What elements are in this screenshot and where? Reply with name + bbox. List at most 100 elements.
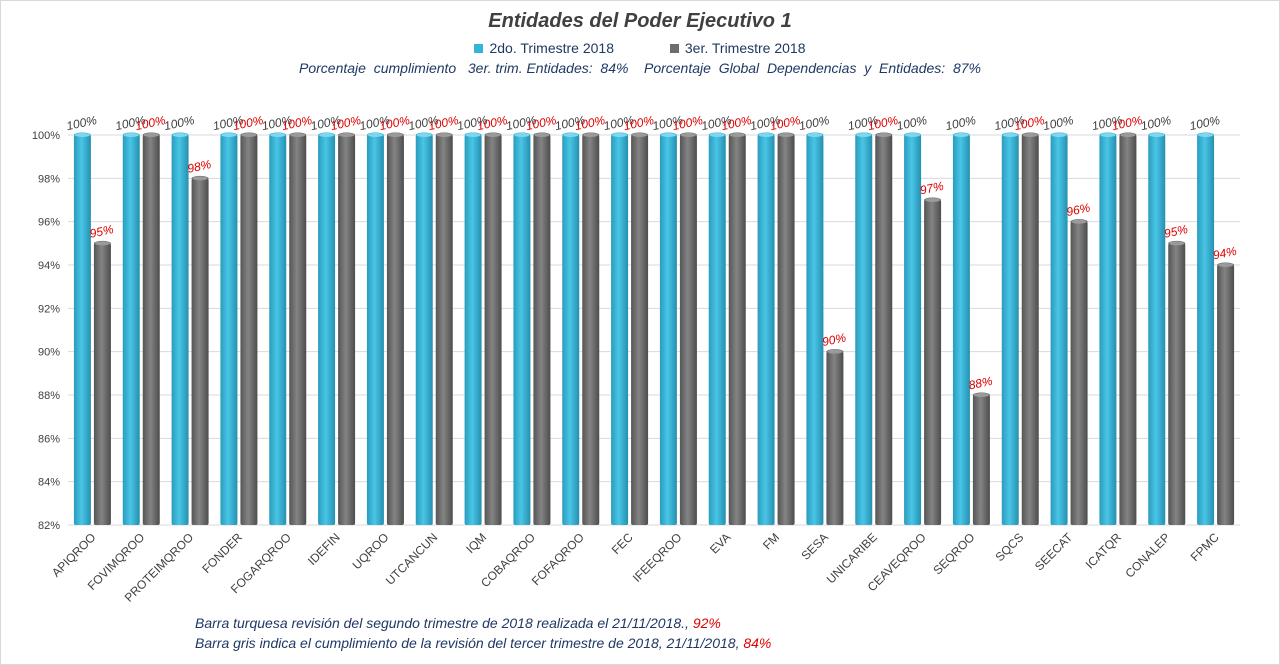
data-label: 100% [700,113,733,133]
bar [464,135,482,525]
data-label: 94% [1212,244,1239,263]
data-label: 100% [1188,113,1221,133]
legend-swatch-q3 [669,44,679,53]
bar [972,395,990,525]
footnote-q3-value: 84% [743,635,772,651]
bar [562,135,580,525]
bar-cap-highlight [192,176,208,181]
bar [659,135,677,525]
x-tick-label: FOFAQROO [529,530,587,588]
data-label: 98% [186,157,213,176]
bar-cap-highlight [172,133,188,137]
bar [289,135,307,525]
x-tick-label: APIQROO [49,530,99,580]
bar [777,135,795,525]
legend-item-q2: 2do. Trimestre 2018 [474,40,614,56]
data-label: 100% [944,113,977,133]
bar [611,135,629,525]
bar-cap-highlight [925,198,941,202]
bar-cap-highlight [416,133,432,137]
bar [513,135,531,525]
bar [631,135,649,525]
bar-cap-highlight [583,133,599,137]
bar [1148,135,1166,525]
y-tick-label: 100% [32,130,60,142]
x-tick-label: FM [760,530,782,552]
x-tick-label: UTCANCUN [383,530,441,588]
data-label: 100% [456,113,489,133]
bar-cap-highlight [827,349,843,354]
bar [171,135,189,525]
bar [338,135,356,525]
x-tick-label: FPMC [1188,530,1222,564]
bar-cap-highlight [953,133,969,137]
data-label: 100% [378,113,411,133]
y-tick-label: 96% [38,217,60,229]
data-label: 100% [280,113,313,133]
bar [269,135,287,525]
bar-cap-highlight [1002,133,1018,137]
bar-cap-highlight [339,133,355,137]
bar-cap-highlight [534,133,550,137]
bar [484,135,502,525]
bar [1001,135,1019,525]
data-label: 97% [919,179,946,198]
data-label: 100% [1139,113,1172,133]
x-tick-label: IDEFIN [305,530,343,568]
bar [855,135,873,525]
bar [582,135,600,525]
bar-cap-highlight [1022,133,1038,137]
x-tick-label: IFEEQROO [630,530,685,585]
bar-cap-highlight [709,133,725,137]
data-label: 90% [821,330,848,349]
bar [1168,243,1186,526]
data-label: 100% [553,113,586,133]
bar [533,135,551,525]
bar-cap-highlight [465,133,481,137]
bar [875,135,893,525]
data-label: 100% [212,113,245,133]
bar [728,135,746,525]
bar [93,243,111,526]
data-label: 100% [163,113,196,133]
data-label: 88% [967,374,994,393]
summary-text: Porcentaje cumplimiento 3er. trim. Entid… [299,60,981,76]
data-label: 100% [671,113,704,133]
bar-cap-highlight [74,133,90,137]
bar [826,351,844,525]
bar [806,135,824,525]
bar [952,135,970,525]
bar-cap-highlight [758,133,774,137]
bar-cap-highlight [94,241,110,246]
bar [1050,135,1068,525]
data-label: 100% [525,113,558,133]
x-tick-label: SESA [799,530,832,563]
y-tick-label: 92% [38,303,60,315]
data-label: 100% [622,113,655,133]
bar [904,135,922,525]
data-label: 100% [260,113,293,133]
data-label: 96% [1065,200,1092,219]
chart-title: Entidades del Poder Ejecutivo 1 [488,10,792,32]
bar-cap-highlight [123,133,139,137]
data-label: 100% [720,113,753,133]
legend: 2do. Trimestre 2018 3er. Trimestre 2018 [0,40,1280,56]
bar-cap-highlight [290,133,306,137]
bar [757,135,775,525]
data-label: 100% [846,113,879,133]
x-tick-label: SQCS [992,530,1026,564]
x-tick-label: FONDER [199,530,245,576]
bar-cap-highlight [729,133,745,137]
data-label: 100% [651,113,684,133]
data-label: 100% [329,113,362,133]
bar-cap-highlight [1120,133,1136,137]
legend-item-q3: 3er. Trimestre 2018 [669,40,806,56]
footnote-q3: Barra gris indica el cumplimiento de la … [195,635,771,655]
bar-cap-highlight [778,133,794,137]
y-tick-label: 84% [38,477,60,489]
bar-cap-highlight [436,133,452,137]
bar [122,135,140,525]
data-label: 100% [1091,113,1124,133]
bar [142,135,160,525]
